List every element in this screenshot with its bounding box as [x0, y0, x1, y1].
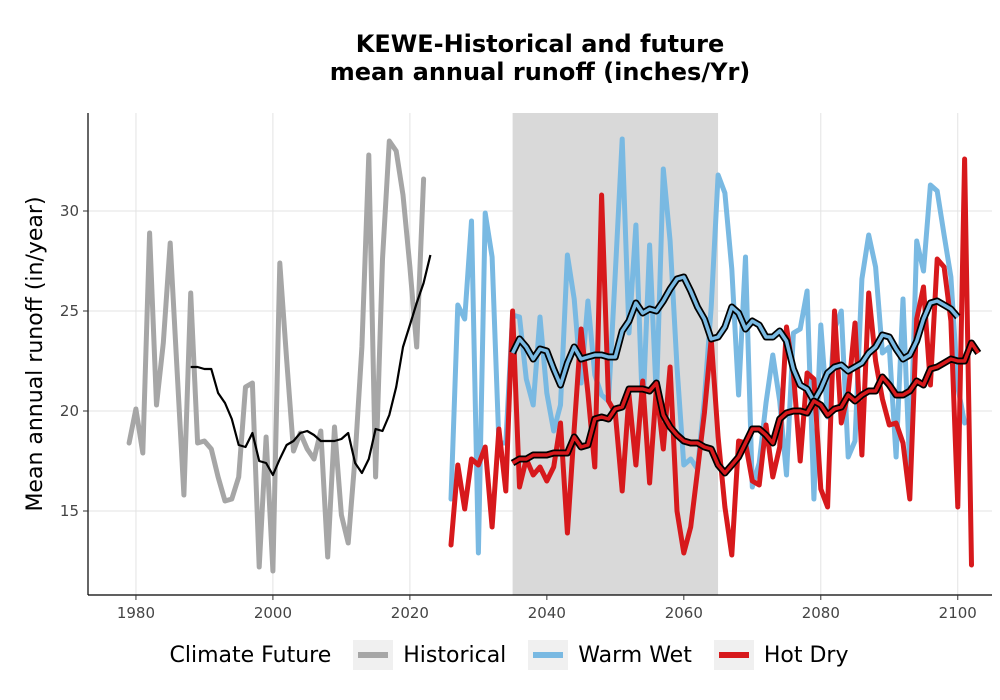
x-tick-label-1980: 1980 [117, 604, 155, 622]
x-tick-label-2000: 2000 [254, 604, 292, 622]
legend-item-warm-wet: Warm Wet [528, 640, 692, 670]
legend-label-hot-dry: Hot Dry [763, 642, 849, 668]
legend-key-hot-dry [713, 640, 754, 670]
series-historical-smoothed [190, 254, 432, 477]
x-tick-label-2100: 2100 [939, 604, 977, 622]
y-tick-label-20: 20 [60, 402, 79, 420]
legend-key-warm-wet [528, 640, 569, 670]
y-axis-title: Mean annual runoff (in/year) [23, 196, 48, 511]
chart-title-line1: KEWE-Historical and future [355, 30, 725, 58]
legend-label-historical: Historical [403, 642, 507, 668]
chart-title: KEWE-Historical and future mean annual r… [0, 30, 1000, 86]
series-hot-dry-smoothed [511, 341, 980, 475]
y-tick-label-25: 25 [60, 302, 79, 320]
legend-title: Climate Future [169, 642, 332, 668]
legend: Climate Future Historical Warm Wet Hot D… [0, 640, 1000, 670]
y-tick-label-30: 30 [60, 202, 79, 220]
x-tick-label-2080: 2080 [802, 604, 840, 622]
legend-key-historical [353, 640, 394, 670]
legend-label-warm-wet: Warm Wet [578, 642, 692, 668]
series-lines [126, 136, 982, 574]
legend-item-historical: Historical [353, 640, 506, 670]
chart-title-line2: mean annual runoff (inches/Yr) [329, 58, 751, 86]
series-warm-wet-smoothed [511, 275, 960, 403]
y-tick-label-15: 15 [60, 502, 79, 520]
legend-item-hot-dry: Hot Dry [713, 640, 849, 670]
x-tick-label-2060: 2060 [665, 604, 703, 622]
x-tick-label-2020: 2020 [391, 604, 429, 622]
x-tick-label-2040: 2040 [528, 604, 566, 622]
series-historical [126, 138, 427, 574]
axes: 1980 2000 2020 2040 2060 2080 2100 15 20 25 30 [60, 113, 992, 622]
